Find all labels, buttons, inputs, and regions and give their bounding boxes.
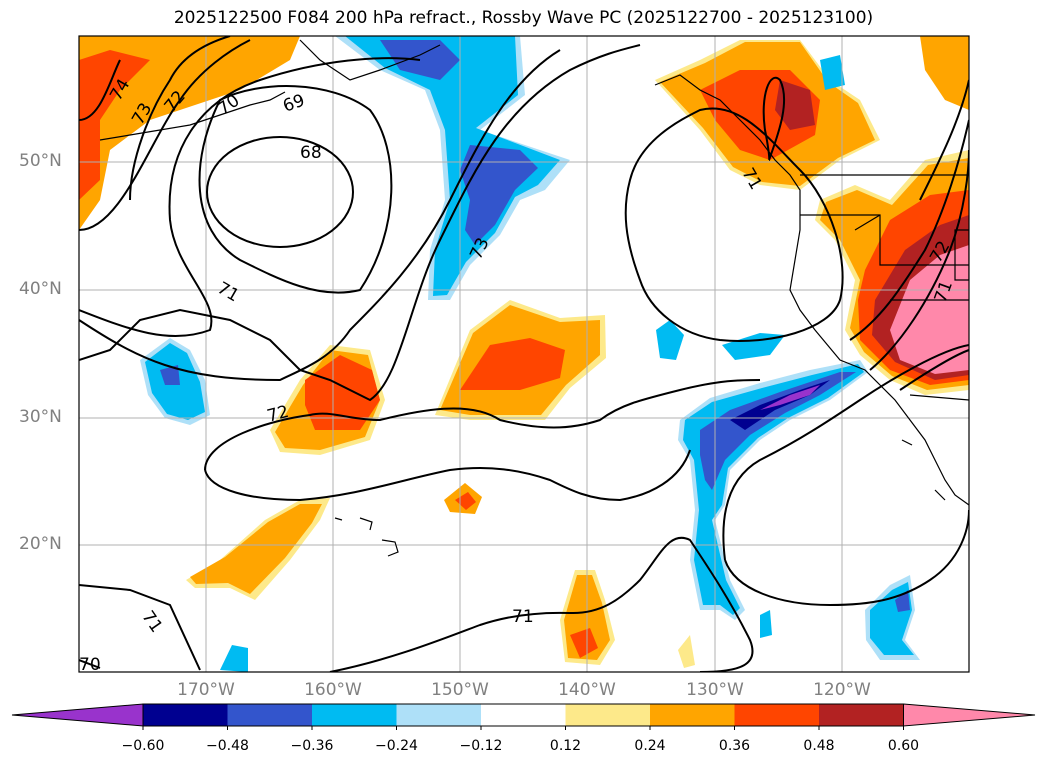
colorbar-segment <box>565 704 651 726</box>
colorbar-segment <box>734 704 820 726</box>
lon-label-170W: 170°W <box>177 680 235 700</box>
colorbar-tick-label: −0.24 <box>375 738 418 754</box>
map-frame <box>78 35 970 673</box>
lon-label-130W: 130°W <box>686 680 744 700</box>
contour-label: 69 <box>280 91 307 117</box>
lat-label-30N: 30°N <box>19 407 62 427</box>
colorbar-tick-label: −0.36 <box>290 738 334 754</box>
lon-label-120W: 120°W <box>813 680 871 700</box>
shaded-positive-anomalies <box>79 36 969 668</box>
colorbar-segment <box>312 704 397 726</box>
lat-label-20N: 20°N <box>19 534 62 554</box>
colorbar-extend-high <box>903 703 1036 727</box>
colorbar-tick-label: −0.60 <box>121 738 165 754</box>
colorbar-segment <box>819 704 904 726</box>
colorbar-segment <box>143 704 228 726</box>
lon-label-140W: 140°W <box>558 680 616 700</box>
colorbar-segment <box>396 704 482 726</box>
coastlines <box>99 39 969 557</box>
graticule <box>79 36 969 672</box>
colorbar-segment <box>650 704 735 726</box>
colorbar-tick-label: −0.12 <box>459 738 503 754</box>
colorbar-tick-label: 0.48 <box>803 738 835 754</box>
colorbar-segment <box>481 704 566 726</box>
contour-label: 71 <box>214 278 243 306</box>
lat-label-50N: 50°N <box>19 151 62 171</box>
contour-label: 70 <box>79 655 101 675</box>
map-title: 2025122500 F084 200 hPa refract., Rossby… <box>173 8 874 28</box>
contour-lines <box>79 36 969 672</box>
colorbar-tick-label: 0.12 <box>549 738 582 754</box>
colorbar-tick-label: 0.60 <box>887 738 920 754</box>
lon-label-160W: 160°W <box>304 680 362 700</box>
colorbar <box>11 703 1036 730</box>
lon-label-150W: 150°W <box>431 680 489 700</box>
colorbar-tick-label: 0.36 <box>718 738 751 754</box>
contour-label: 68 <box>300 143 322 163</box>
colorbar-extend-low <box>11 703 144 727</box>
lat-label-40N: 40°N <box>19 279 62 299</box>
colorbar-frame <box>142 703 904 727</box>
colorbar-tick-label: −0.48 <box>206 738 249 754</box>
contour-label: 71 <box>137 607 166 636</box>
colorbar-segment <box>227 704 313 726</box>
contour-label: 71 <box>512 607 534 627</box>
colorbar-tick-label: 0.24 <box>634 738 666 754</box>
